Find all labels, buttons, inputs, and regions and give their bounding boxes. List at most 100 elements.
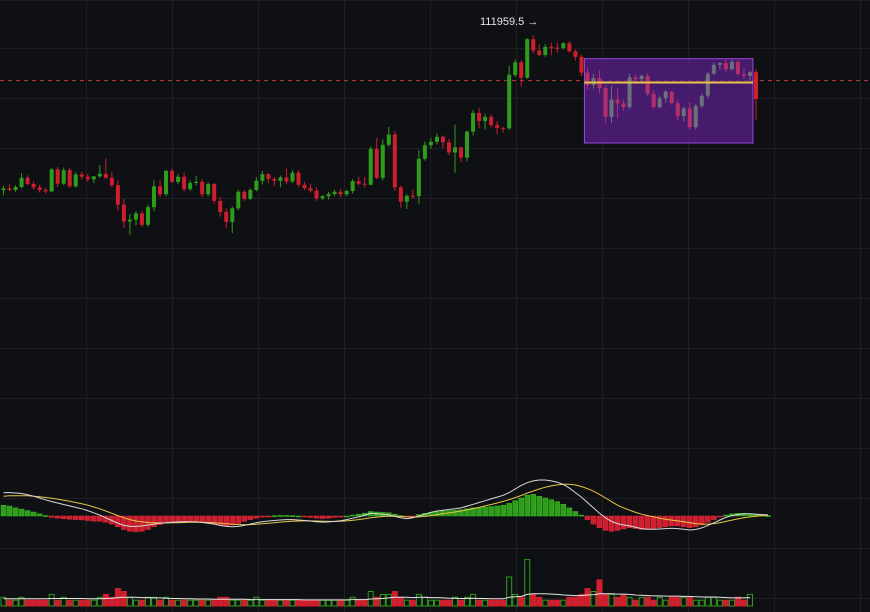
candle-body xyxy=(711,64,716,74)
volume-bar xyxy=(740,599,747,607)
volume-bar xyxy=(30,599,37,607)
candle xyxy=(440,135,445,149)
candle-body xyxy=(97,173,102,177)
candle xyxy=(754,69,758,120)
candle-body xyxy=(705,73,710,96)
volume-bar xyxy=(223,596,230,607)
volume-bar xyxy=(512,593,519,607)
candle-body xyxy=(471,112,476,132)
volume-bar xyxy=(241,599,248,607)
candle xyxy=(471,110,476,136)
candle-body xyxy=(585,72,590,86)
volume-bar xyxy=(211,599,218,607)
volume-bar xyxy=(295,599,302,607)
macd-histogram-bar xyxy=(638,515,645,530)
volume-bar xyxy=(138,599,145,607)
volume-bar xyxy=(638,596,645,607)
macd-histogram-bar xyxy=(187,515,193,522)
volume-bar xyxy=(494,599,501,607)
candle xyxy=(501,126,506,133)
candle-body xyxy=(290,172,295,182)
candle-body xyxy=(302,184,307,189)
volume-bar xyxy=(313,599,320,607)
candle-body xyxy=(188,182,193,190)
volume-bar xyxy=(0,596,7,607)
macd-histogram-bar xyxy=(765,515,771,517)
candle xyxy=(212,182,217,204)
candle-body xyxy=(477,112,482,121)
volume-bar xyxy=(674,596,681,607)
candle xyxy=(139,211,144,227)
candle xyxy=(7,184,12,192)
macd-histogram-bar xyxy=(632,515,639,529)
high-label-group: 111959.5 → xyxy=(480,16,538,28)
macd-histogram-bar xyxy=(512,500,518,517)
candle-body xyxy=(278,177,283,181)
volume-bar xyxy=(620,593,627,607)
macd-histogram-bar xyxy=(241,515,248,522)
volume-bar xyxy=(72,599,79,607)
macd-histogram-bar xyxy=(626,515,633,528)
candle xyxy=(218,196,223,217)
candle-body xyxy=(374,148,379,178)
candle-body xyxy=(404,195,409,202)
candle xyxy=(200,179,205,198)
macd-histogram-bar xyxy=(54,515,61,519)
candle xyxy=(489,114,494,128)
candle xyxy=(392,130,397,192)
candle-body xyxy=(248,189,253,199)
volume-bar xyxy=(12,599,19,607)
volume-bar xyxy=(151,596,157,607)
candle xyxy=(320,195,325,201)
volume-bar xyxy=(48,593,55,607)
candle-body xyxy=(398,187,403,202)
volume-bar xyxy=(265,599,272,607)
volume-bar xyxy=(132,599,139,607)
candle xyxy=(266,173,271,183)
candle-body xyxy=(236,191,241,209)
candle-body xyxy=(537,50,542,55)
volume-bar xyxy=(662,599,669,607)
candle-body xyxy=(453,147,457,153)
candle-body xyxy=(446,142,451,153)
macd-histogram-bar xyxy=(48,515,55,518)
macd-histogram-bar xyxy=(452,509,458,517)
candle xyxy=(537,44,542,57)
volume-bar xyxy=(427,599,434,607)
candle-body xyxy=(615,99,620,104)
candle xyxy=(459,147,464,163)
macd-histogram-bar xyxy=(500,504,506,517)
candle xyxy=(681,106,686,122)
candle xyxy=(332,189,337,197)
macd-histogram-bar xyxy=(458,509,464,517)
volume-bar xyxy=(578,593,585,607)
volume-bar xyxy=(379,593,386,607)
volume-bar xyxy=(500,599,507,607)
candle-body xyxy=(459,147,464,158)
candle-body xyxy=(260,174,265,181)
candle xyxy=(561,42,566,50)
candle xyxy=(31,181,36,190)
macd-histogram-bar xyxy=(30,511,37,517)
volume-bar xyxy=(596,579,603,607)
volume-bar xyxy=(397,596,404,607)
candle xyxy=(19,173,24,189)
candle xyxy=(747,71,752,82)
candle xyxy=(639,74,644,82)
candle xyxy=(434,133,439,145)
candle xyxy=(428,138,433,149)
macd-signal-line xyxy=(3,483,769,526)
candle xyxy=(308,183,313,193)
candle xyxy=(675,99,680,121)
volume-bar xyxy=(385,593,392,607)
macd-histogram-bar xyxy=(644,515,651,530)
macd-histogram-bar xyxy=(620,515,627,530)
volume-bar xyxy=(337,599,344,607)
macd-histogram-bar xyxy=(163,515,169,524)
volume-bar xyxy=(331,599,338,607)
candle-body xyxy=(416,158,421,197)
volume-bar xyxy=(608,593,615,607)
macd-histogram-bar xyxy=(235,515,242,524)
volume-bar xyxy=(6,599,13,607)
